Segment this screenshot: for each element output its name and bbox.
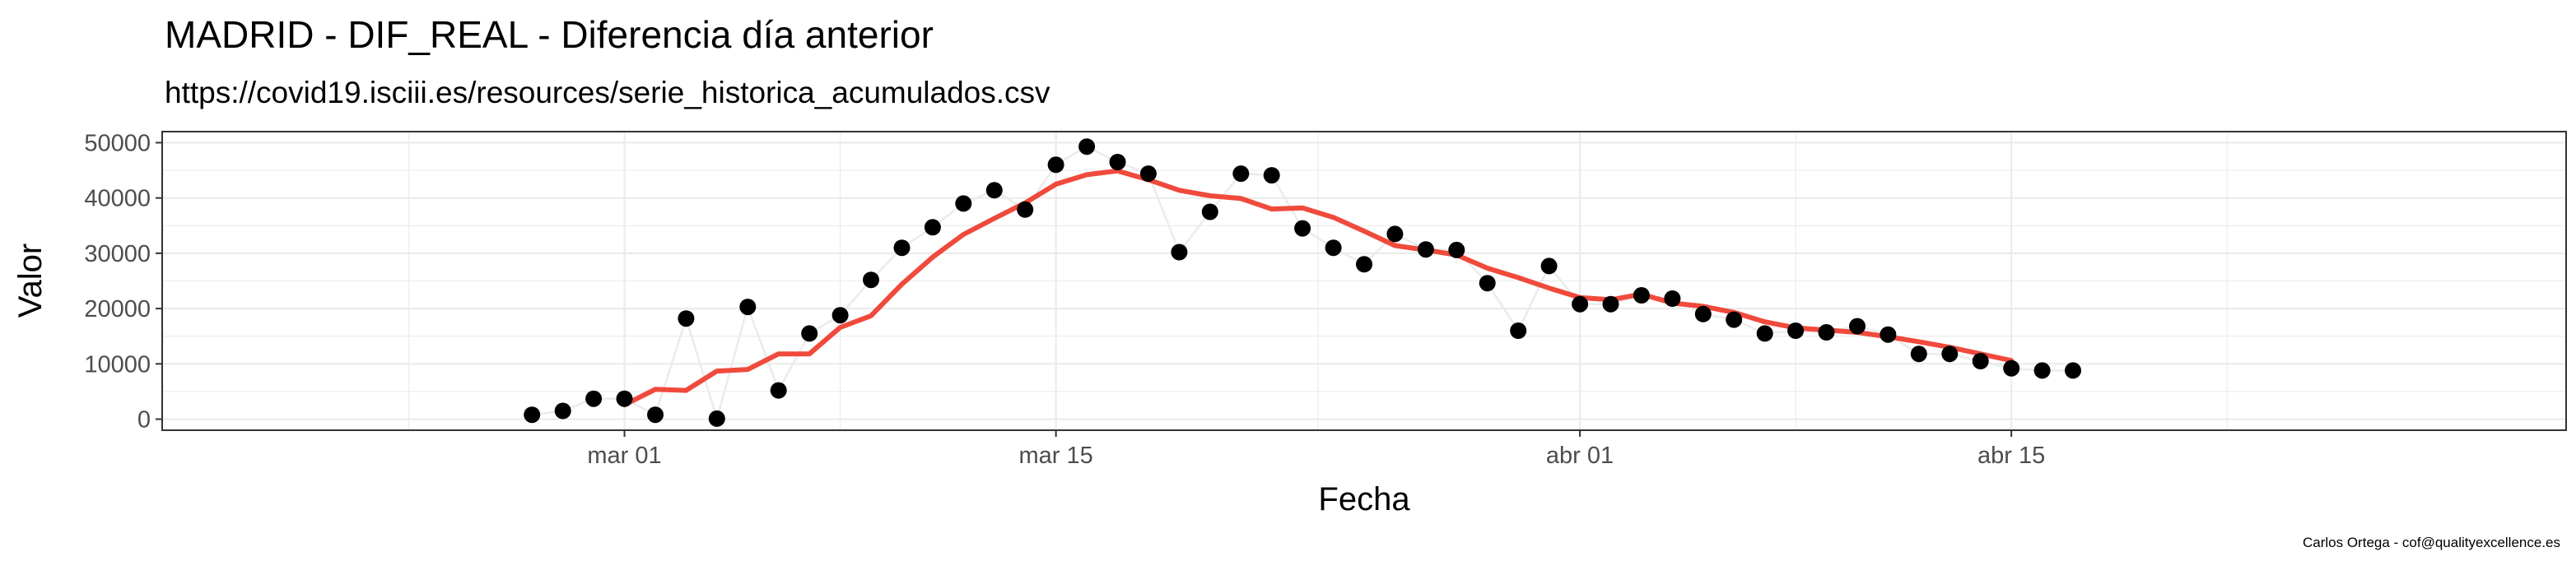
data-point	[2033, 362, 2051, 379]
x-tick-label: abr 15	[1977, 443, 2045, 469]
data-point	[585, 390, 603, 407]
panel-border	[161, 131, 2567, 431]
y-tick-label: 0	[137, 407, 151, 434]
data-point	[1972, 353, 1989, 369]
data-point	[1694, 305, 1712, 322]
data-point	[1047, 156, 1064, 174]
data-point	[1664, 290, 1681, 307]
data-point	[1386, 225, 1404, 243]
data-point	[1818, 324, 1835, 341]
y-tick-label: 50000	[84, 130, 151, 156]
data-point	[1109, 154, 1126, 170]
data-point	[893, 239, 911, 257]
x-tick-label: mar 01	[587, 443, 661, 469]
data-point	[1726, 311, 1743, 328]
data-point	[647, 406, 664, 424]
data-point	[1910, 345, 1927, 363]
data-point	[1602, 295, 1619, 313]
data-point	[524, 406, 541, 424]
data-point	[616, 390, 633, 407]
data-point	[1479, 275, 1496, 292]
x-tick-label: abr 01	[1546, 443, 1614, 469]
y-tick-label: 30000	[84, 241, 151, 267]
data-point	[1510, 322, 1527, 339]
data-point	[1078, 138, 1096, 155]
data-point	[1880, 326, 1897, 343]
data-point	[1201, 203, 1218, 220]
data-point	[2065, 362, 2081, 379]
data-point	[1941, 345, 1959, 363]
y-axis: 0 10000 20000 30000 40000 50000	[84, 130, 162, 434]
data-point	[1263, 167, 1280, 184]
smooth-line-layer	[622, 168, 2015, 408]
data-point	[1356, 256, 1372, 273]
data-point	[1139, 165, 1157, 183]
data-point	[863, 271, 879, 289]
caption: Carlos Ortega - cof@qualityexcellence.es	[2303, 535, 2560, 550]
data-point	[1572, 295, 1589, 313]
y-axis-title: Valor	[12, 243, 49, 318]
data-point	[1787, 322, 1805, 339]
data-point	[831, 307, 849, 324]
grid-minor	[162, 132, 2566, 430]
y-tick-label: 20000	[84, 296, 151, 322]
data-point	[1448, 241, 1465, 258]
data-point	[1232, 165, 1250, 183]
x-axis-title: Fecha	[1318, 481, 1410, 517]
data-point	[924, 219, 941, 236]
grid-major	[162, 132, 2566, 430]
data-point	[1540, 257, 1558, 275]
chart-subtitle: https://covid19.isciii.es/resources/seri…	[165, 76, 1050, 109]
x-axis: mar 01 mar 15 abr 01 abr 15	[587, 430, 2045, 469]
data-point	[1849, 318, 1866, 335]
data-point	[1017, 201, 1034, 218]
y-tick-label: 40000	[84, 186, 151, 212]
data-point	[801, 325, 818, 342]
data-point	[985, 182, 1003, 199]
data-point	[1417, 241, 1434, 258]
data-point	[1294, 220, 1311, 237]
data-point	[678, 310, 695, 327]
y-tick-label: 10000	[84, 351, 151, 378]
smooth-line	[622, 168, 2015, 408]
x-tick-label: mar 15	[1019, 443, 1093, 469]
chart-title: MADRID - DIF_REAL - Diferencia día anter…	[165, 13, 934, 56]
data-point	[2003, 359, 2020, 377]
points-layer	[524, 138, 2081, 427]
data-point	[708, 410, 725, 427]
data-point	[554, 402, 571, 420]
data-point	[739, 299, 757, 316]
data-point	[1633, 287, 1650, 304]
data-point	[770, 382, 787, 399]
data-point	[1756, 325, 1773, 342]
data-point	[1325, 239, 1342, 257]
data-point	[955, 195, 972, 212]
data-point	[1171, 243, 1188, 261]
